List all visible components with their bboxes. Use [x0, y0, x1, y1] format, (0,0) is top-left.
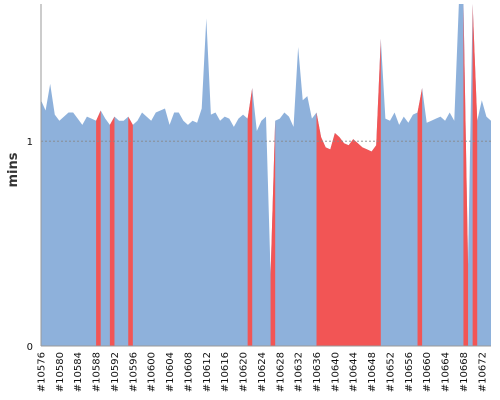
y-tick-label: 1	[27, 137, 33, 148]
area-highlight-9	[472, 4, 478, 346]
x-tick-label: #10600	[147, 352, 158, 392]
area-layer	[41, 4, 491, 347]
x-tick-label: #10628	[275, 352, 286, 392]
area-highlight-7	[417, 87, 423, 347]
x-tick-label: #10668	[459, 352, 470, 392]
x-tick-label: #10648	[367, 352, 378, 392]
area-highlight-3	[128, 116, 133, 346]
x-tick-label: #10580	[55, 352, 66, 392]
x-tick-label: #10660	[422, 352, 433, 392]
x-tick-label: #10608	[183, 352, 194, 392]
x-tick-label: #10576	[37, 352, 48, 392]
area-highlight-6	[316, 38, 381, 347]
x-tick-label: #10636	[312, 352, 323, 392]
x-tick-label: #10672	[477, 352, 488, 392]
area-normal	[41, 4, 491, 346]
x-tick-label: #10652	[385, 352, 396, 392]
area-highlight-2	[109, 116, 115, 346]
x-tick-label: #10592	[110, 352, 121, 392]
area-highlight-4	[247, 87, 253, 347]
x-tick-label: #10644	[349, 352, 360, 392]
x-tick-label: #10604	[165, 352, 176, 392]
x-tick-label: #10616	[220, 352, 231, 392]
x-tick-label: #10588	[92, 352, 103, 392]
x-tick-labels: #10576 #10580 #10584 #10588 #10592 #10596 #106…	[37, 352, 489, 392]
x-tick-label: #10612	[202, 352, 213, 392]
x-tick-label: #10664	[441, 352, 452, 392]
x-tick-label: #10656	[404, 352, 415, 392]
x-tick-label: #10624	[257, 352, 268, 392]
area-highlight-8	[463, 4, 469, 346]
x-tick-label: #10640	[330, 352, 341, 392]
area-highlight-1	[96, 110, 101, 347]
area-highlight-5	[270, 120, 276, 346]
x-tick-label: #10584	[73, 352, 84, 392]
x-tick-label: #10620	[239, 352, 250, 392]
y-tick-labels: 01	[27, 137, 33, 353]
x-tick-label: #10632	[294, 352, 305, 392]
y-axis-label: mins	[6, 152, 21, 187]
x-tick-label: #10596	[128, 352, 139, 392]
y-tick-label: 0	[27, 342, 33, 353]
